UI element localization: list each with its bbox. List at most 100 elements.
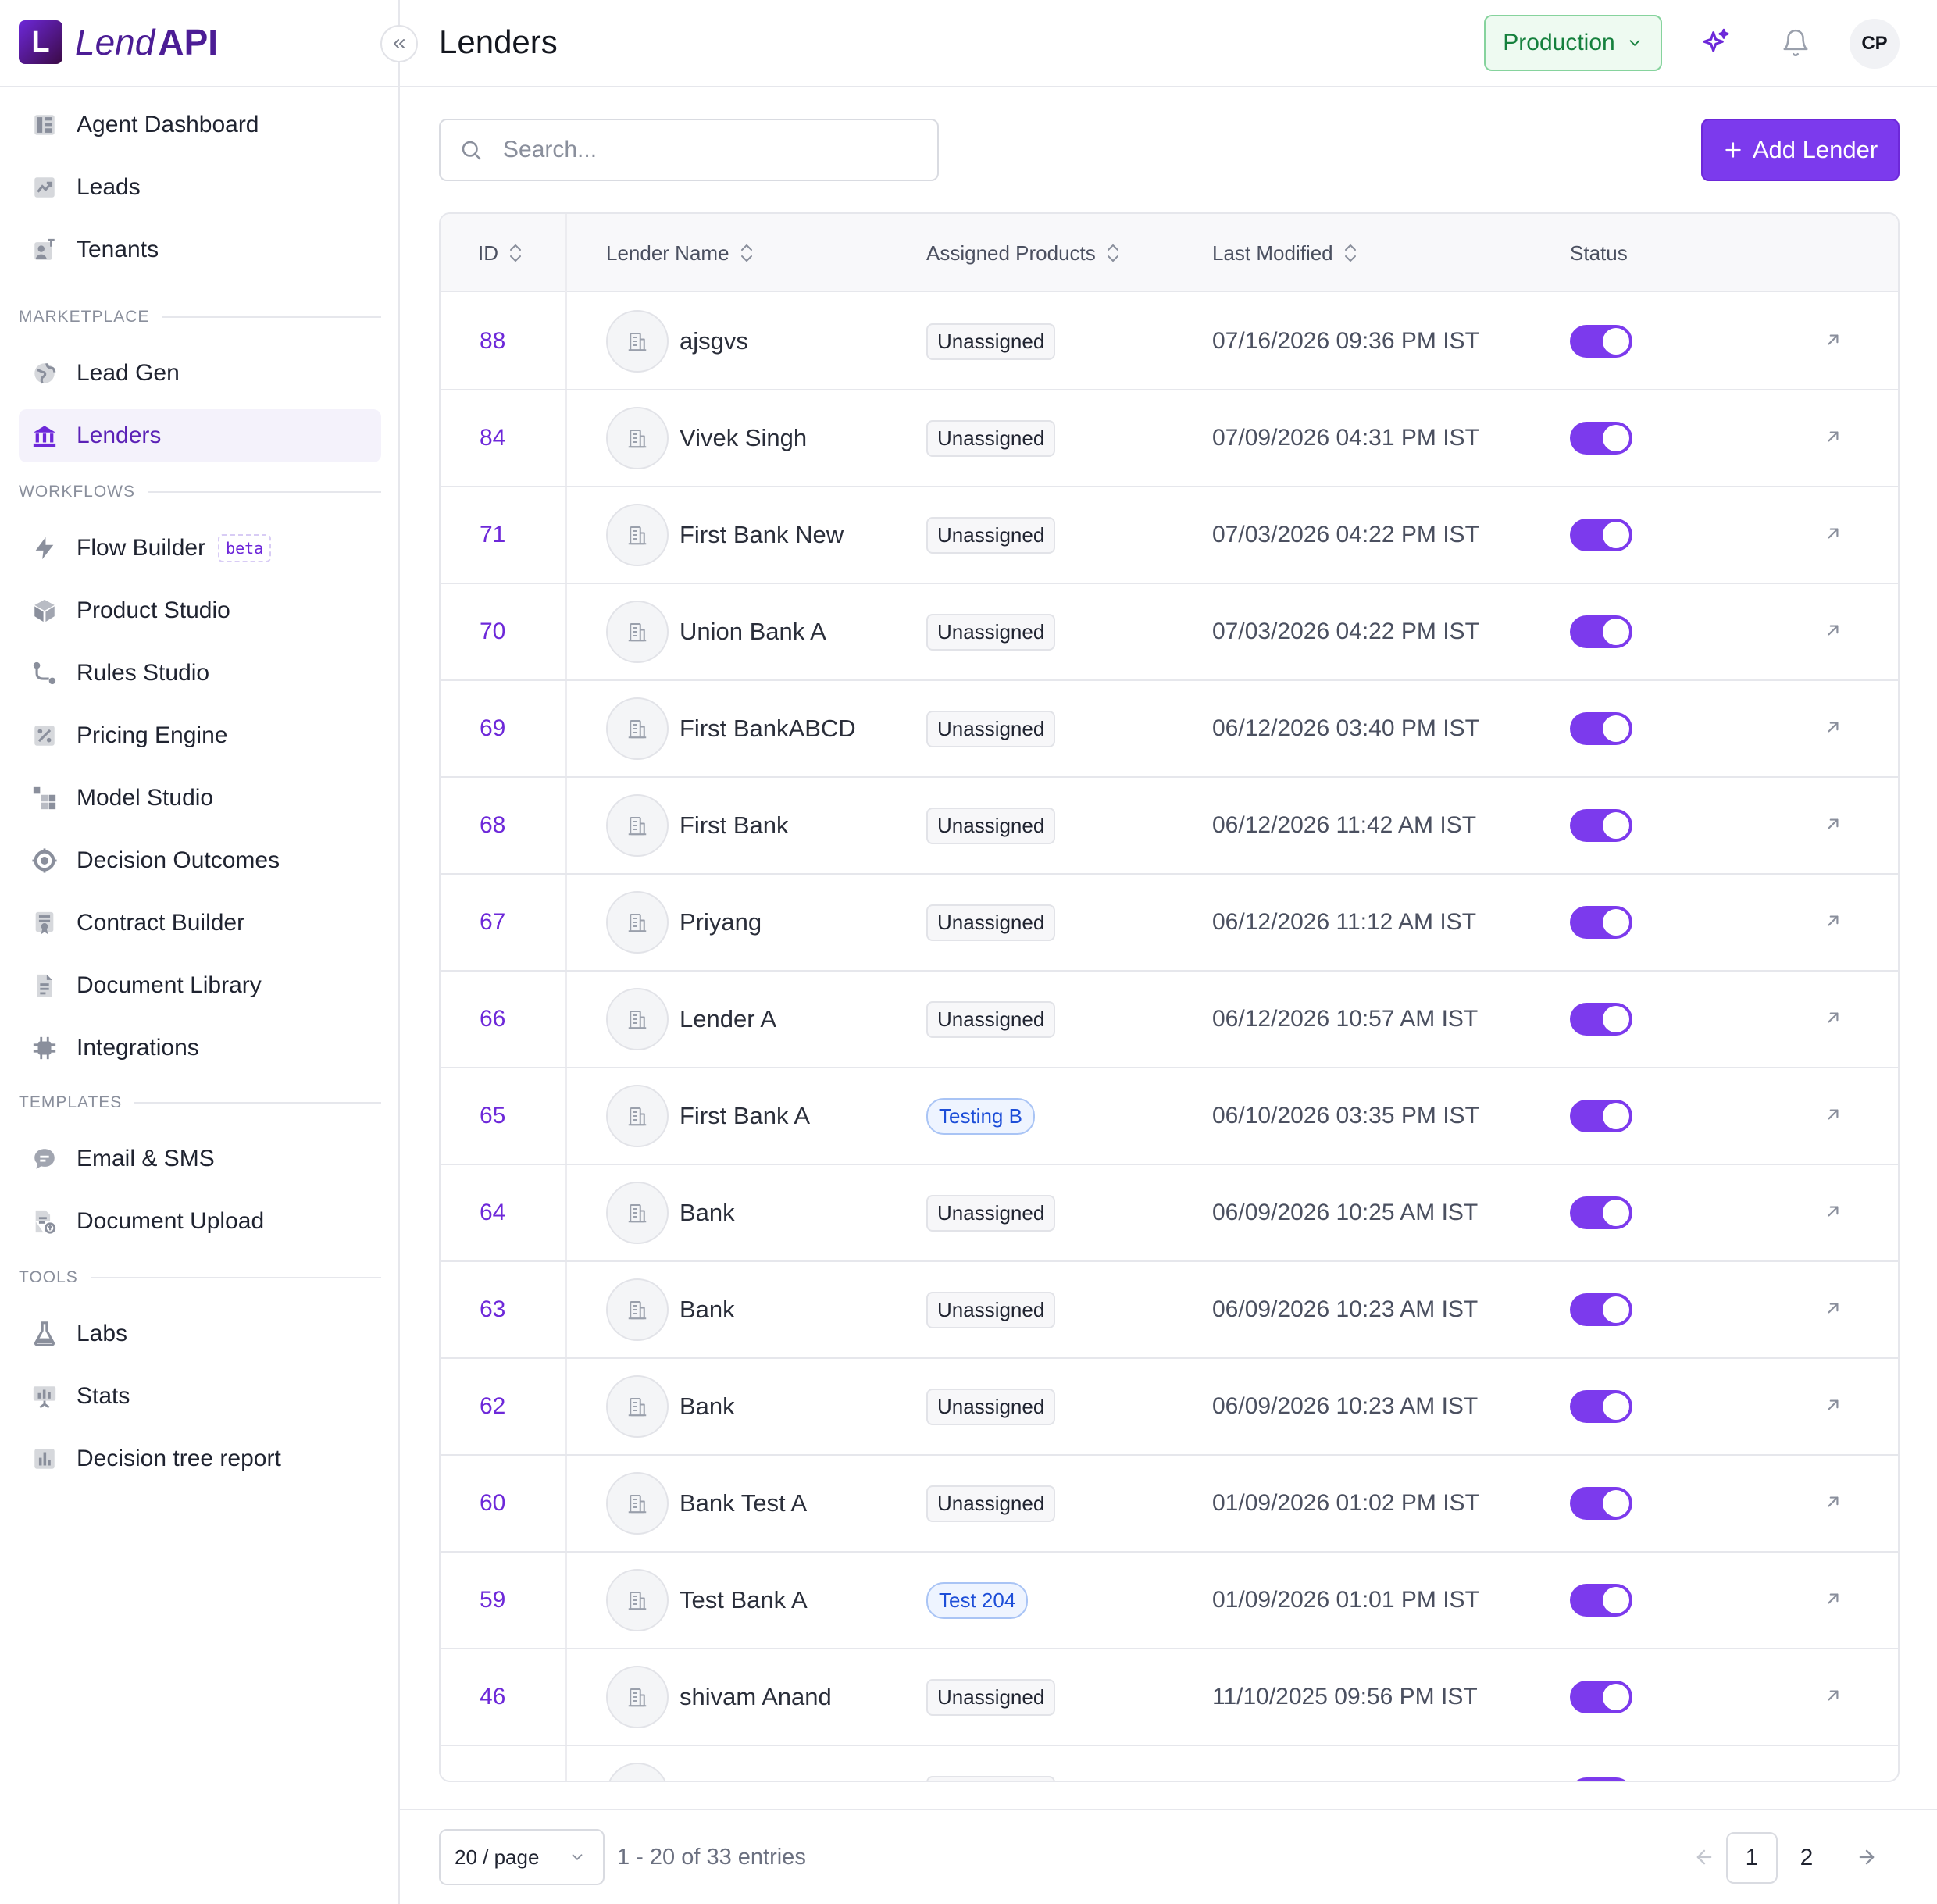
notifications-button[interactable] xyxy=(1776,23,1815,62)
lender-id-link[interactable]: 68 xyxy=(480,812,506,838)
user-avatar[interactable]: CP xyxy=(1850,19,1900,69)
open-lender-button[interactable] xyxy=(1823,1262,1843,1357)
lender-id-link[interactable]: 66 xyxy=(480,1006,506,1032)
sidebar-item-pricing-engine[interactable]: Pricing Engine xyxy=(19,709,381,762)
ai-sparkle-button[interactable] xyxy=(1696,23,1735,62)
open-lender-button[interactable] xyxy=(1823,875,1843,970)
search-input[interactable] xyxy=(503,137,909,163)
sidebar-item-flow-builder[interactable]: Flow Builder beta xyxy=(19,522,381,575)
environment-selector[interactable]: Production xyxy=(1484,15,1662,71)
status-toggle[interactable] xyxy=(1570,519,1632,551)
sidebar-item-labs[interactable]: Labs xyxy=(19,1307,381,1360)
lender-id-link[interactable]: 62 xyxy=(480,1393,506,1419)
open-lender-button[interactable] xyxy=(1823,681,1843,776)
table-row[interactable]: 60 Bank Test A Unassigned 01/09/2026 01:02 … xyxy=(441,1456,1898,1553)
table-row[interactable]: 88 ajsgvs Unassigned 07/16/2026 09:36 PM IS… xyxy=(441,294,1898,390)
table-row[interactable]: 70 Union Bank A Unassigned 07/03/2026 04:22… xyxy=(441,584,1898,681)
table-row[interactable]: 66 Lender A Unassigned 06/12/2026 10:57 AM … xyxy=(441,972,1898,1068)
status-toggle[interactable] xyxy=(1570,1100,1632,1132)
table-row[interactable]: 64 Bank Unassigned 06/09/2026 10:25 AM IST xyxy=(441,1165,1898,1262)
page-1-button[interactable]: 1 xyxy=(1726,1832,1778,1884)
status-toggle[interactable] xyxy=(1570,1584,1632,1617)
open-lender-button[interactable] xyxy=(1823,584,1843,679)
table-row[interactable]: 69 First BankABCD Unassigned 06/12/2026 03:… xyxy=(441,681,1898,778)
status-toggle[interactable] xyxy=(1570,906,1632,939)
status-toggle[interactable] xyxy=(1570,1293,1632,1326)
sidebar-item-integrations[interactable]: Integrations xyxy=(19,1022,381,1075)
add-lender-button[interactable]: Add Lender xyxy=(1701,119,1900,181)
next-page-button[interactable] xyxy=(1842,1832,1892,1882)
sidebar-item-tenants[interactable]: Tenants xyxy=(19,223,381,276)
open-lender-button[interactable] xyxy=(1823,1359,1843,1454)
sidebar-item-decision-outcomes[interactable]: Decision Outcomes xyxy=(19,834,381,887)
lender-id-link[interactable]: 88 xyxy=(480,328,506,354)
table-row[interactable]: 46 shivam Anand Unassigned 11/10/2025 09:56… xyxy=(441,1649,1898,1746)
open-lender-button[interactable] xyxy=(1823,487,1843,583)
sidebar-item-lenders[interactable]: Lenders xyxy=(19,409,381,462)
sidebar-item-lead-gen[interactable]: Lead Gen xyxy=(19,347,381,400)
lender-id-link[interactable]: 69 xyxy=(480,715,506,741)
sidebar-item-stats[interactable]: Stats xyxy=(19,1370,381,1423)
sidebar-item-email-and-sms[interactable]: Email & SMS xyxy=(19,1132,381,1186)
open-lender-button[interactable] xyxy=(1823,1068,1843,1164)
lender-id-link[interactable]: 71 xyxy=(480,522,506,547)
arrow-up-right-icon xyxy=(1823,330,1843,354)
page-2-button[interactable]: 2 xyxy=(1800,1845,1814,1870)
sidebar-item-leads[interactable]: Leads xyxy=(19,161,381,214)
lender-id-link[interactable]: 59 xyxy=(480,1587,506,1613)
lender-id-link[interactable]: 60 xyxy=(480,1490,506,1516)
table-row[interactable]: 84 Vivek Singh Unassigned 07/09/2026 04:31 … xyxy=(441,390,1898,487)
status-toggle[interactable] xyxy=(1570,1487,1632,1520)
collapse-sidebar-button[interactable] xyxy=(380,25,418,62)
open-lender-button[interactable] xyxy=(1823,1553,1843,1648)
status-toggle[interactable] xyxy=(1570,422,1632,455)
sidebar-item-document-library[interactable]: Document Library xyxy=(19,959,381,1012)
open-lender-button[interactable] xyxy=(1823,390,1843,486)
sidebar-item-document-upload[interactable]: Document Upload xyxy=(19,1195,381,1248)
open-lender-button[interactable] xyxy=(1823,972,1843,1067)
sidebar-item-decision-tree-report[interactable]: Decision tree report xyxy=(19,1432,381,1485)
open-lender-button[interactable] xyxy=(1823,778,1843,873)
lender-id-link[interactable]: 64 xyxy=(480,1200,506,1225)
lender-id-link[interactable]: 65 xyxy=(480,1103,506,1128)
column-header-assigned-products[interactable]: Assigned Products xyxy=(926,214,1121,292)
table-row[interactable]: 68 First Bank Unassigned 06/12/2026 11:42 A… xyxy=(441,778,1898,875)
previous-page-button[interactable] xyxy=(1679,1832,1729,1882)
column-header-lender-name[interactable]: Lender Name xyxy=(606,214,754,292)
table-row[interactable]: 63 Bank Unassigned 06/09/2026 10:23 AM IST xyxy=(441,1262,1898,1359)
status-toggle[interactable] xyxy=(1570,1196,1632,1229)
status-toggle[interactable] xyxy=(1570,809,1632,842)
sidebar-item-product-studio[interactable]: Product Studio xyxy=(19,584,381,637)
open-lender-button[interactable] xyxy=(1823,294,1843,389)
table-row[interactable]: 71 First Bank New Unassigned 07/03/2026 04:… xyxy=(441,487,1898,584)
table-row[interactable]: 62 Bank Unassigned 06/09/2026 10:23 AM IST xyxy=(441,1359,1898,1456)
brand-logo[interactable]: L Lend API xyxy=(19,20,218,64)
sidebar-item-contract-builder[interactable]: Contract Builder xyxy=(19,897,381,950)
open-lender-button[interactable] xyxy=(1823,1746,1843,1781)
table-row[interactable]: Unassigned xyxy=(441,1746,1898,1781)
column-header-id[interactable]: ID xyxy=(478,214,523,292)
status-toggle[interactable] xyxy=(1570,712,1632,745)
table-row[interactable]: 59 Test Bank A Test 204 01/09/2026 01:01 PM… xyxy=(441,1553,1898,1649)
sidebar-item-agent-dashboard[interactable]: Agent Dashboard xyxy=(19,98,381,152)
status-toggle[interactable] xyxy=(1570,615,1632,648)
open-lender-button[interactable] xyxy=(1823,1165,1843,1260)
status-toggle[interactable] xyxy=(1570,325,1632,358)
column-header-last-modified[interactable]: Last Modified xyxy=(1212,214,1358,292)
sidebar-item-model-studio[interactable]: Model Studio xyxy=(19,772,381,825)
sidebar-item-rules-studio[interactable]: Rules Studio xyxy=(19,647,381,700)
status-toggle[interactable] xyxy=(1570,1390,1632,1423)
open-lender-button[interactable] xyxy=(1823,1649,1843,1745)
lender-id-link[interactable]: 70 xyxy=(480,619,506,644)
open-lender-button[interactable] xyxy=(1823,1456,1843,1551)
lender-id-link[interactable]: 84 xyxy=(480,425,506,451)
status-toggle[interactable] xyxy=(1570,1777,1632,1781)
lender-id-link[interactable]: 46 xyxy=(480,1684,506,1710)
table-row[interactable]: 67 Priyang Unassigned 06/12/2026 11:12 AM I… xyxy=(441,875,1898,972)
lender-id-link[interactable]: 63 xyxy=(480,1296,506,1322)
table-row[interactable]: 65 First Bank A Testing B 06/10/2026 03:35 … xyxy=(441,1068,1898,1165)
lender-id-link[interactable]: 67 xyxy=(480,909,506,935)
status-toggle[interactable] xyxy=(1570,1003,1632,1036)
page-size-select[interactable]: 20 / page xyxy=(439,1829,605,1885)
status-toggle[interactable] xyxy=(1570,1681,1632,1713)
